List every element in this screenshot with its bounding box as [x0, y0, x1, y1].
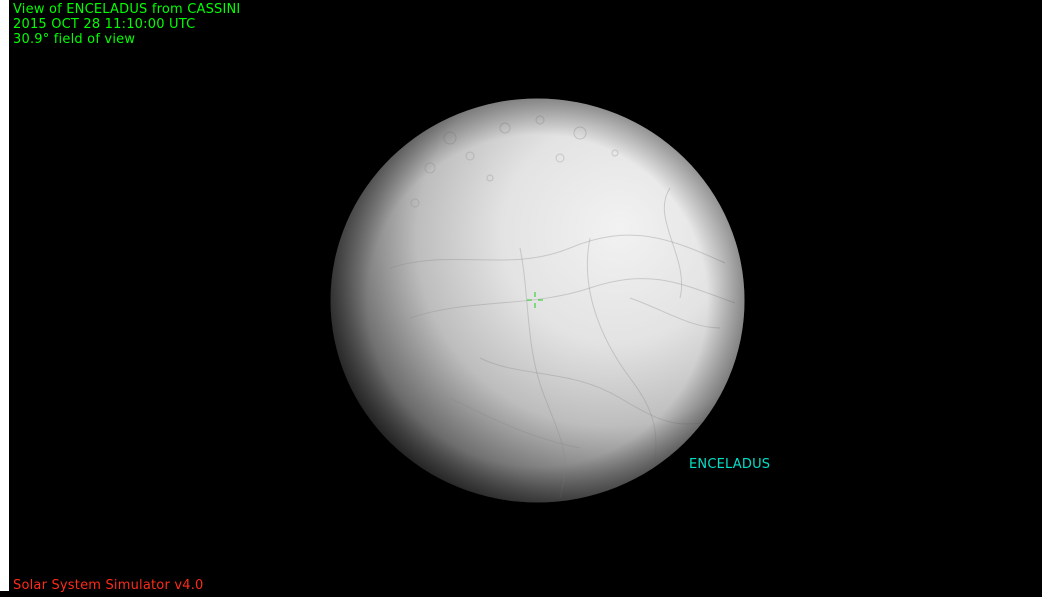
target-body-label: ENCELADUS	[689, 457, 771, 472]
view-title: View of ENCELADUS from CASSINI	[13, 2, 241, 17]
simulator-viewport: View of ENCELADUS from CASSINI 2015 OCT …	[9, 0, 1042, 597]
view-info-overlay: View of ENCELADUS from CASSINI 2015 OCT …	[13, 2, 240, 47]
view-fov: 30.9° field of view	[13, 32, 136, 47]
corner-mark	[0, 591, 10, 597]
enceladus-image	[330, 98, 745, 503]
crosshair-icon	[527, 292, 543, 308]
view-time: 2015 OCT 28 11:10:00 UTC	[13, 17, 196, 32]
app-name-label: Solar System Simulator v4.0	[13, 578, 204, 593]
